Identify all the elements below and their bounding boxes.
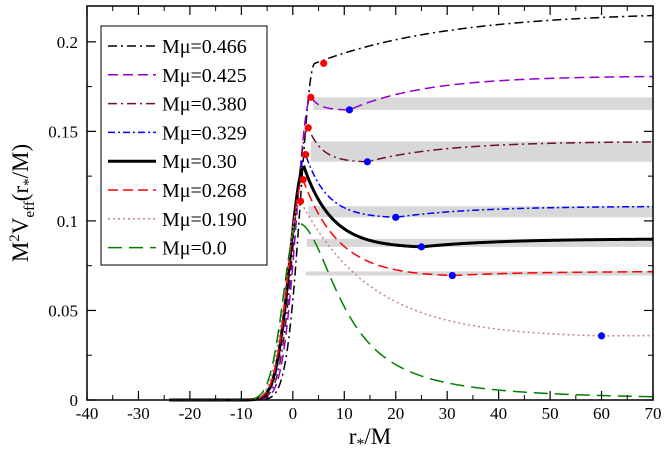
band-0-425 [313,97,653,110]
legend-label-0-30: Mμ=0.30 [162,151,237,173]
y-axis-label: M2Veff(r*/M) [7,144,38,262]
peak-dot-0-466 [320,59,328,67]
trough-dot-0-190 [597,332,606,340]
trough-dot-0-380 [363,158,372,166]
y-tick-label: 0 [70,391,79,410]
legend-box [100,25,268,266]
y-tick-label: 0.2 [57,33,78,52]
band-0-380 [310,141,653,162]
band-0-329 [308,206,653,218]
x-tick-label: -20 [179,404,202,423]
trough-dot-0-268 [448,271,456,280]
peak-dot-0-190 [296,197,305,205]
y-tick-label: 0.05 [48,301,78,320]
x-tick-label: -10 [230,404,253,423]
y-tick-label: 0.1 [57,212,78,231]
x-tick-label: 20 [387,404,404,423]
x-tick-label: 60 [593,404,610,423]
x-tick-label: 10 [336,404,353,423]
axis-ticks [86,6,654,401]
x-tick-label: -40 [76,404,99,423]
legend: Mμ=0.466 Mμ=0.425 Mμ=0.380 Mμ=0.329 Mμ=0.30 M… [100,25,268,266]
gray-bands [305,97,653,276]
x-tick-label: 70 [645,404,662,423]
peak-dot-0-268 [299,176,307,184]
markers [296,59,606,340]
y-tick-label: 0.15 [48,122,78,141]
tick-labels: -40 -30 -20 -10 0 10 20 30 40 50 60 70 0 0.05 0.1 0.15 0… [48,33,661,423]
legend-label-0-466: Mμ=0.466 [162,36,247,58]
x-axis-label: r*/M [349,424,392,450]
x-tick-label: -30 [127,404,150,423]
x-tick-label: 0 [289,404,298,423]
legend-label-0-0: Mμ=0.0 [162,238,227,260]
legend-label-0-380: Mμ=0.380 [162,94,247,116]
peak-dot-0-380 [304,124,312,132]
legend-label-0-190: Mμ=0.190 [162,209,247,231]
series-0-0 [169,222,654,401]
band-0-268 [305,271,653,276]
trough-dot-0-425 [345,106,354,114]
trough-dot-0-30 [417,243,426,251]
legend-label-0-425: Mμ=0.425 [162,65,247,87]
peak-dot-0-329 [302,151,310,159]
trough-dot-0-329 [392,213,400,221]
legend-label-0-268: Mμ=0.268 [162,180,247,202]
x-tick-label: 40 [490,404,507,423]
x-tick-label: 50 [542,404,559,423]
legend-label-0-329: Mμ=0.329 [162,122,247,144]
x-tick-label: 30 [439,404,456,423]
peak-dot-0-425 [307,93,315,101]
